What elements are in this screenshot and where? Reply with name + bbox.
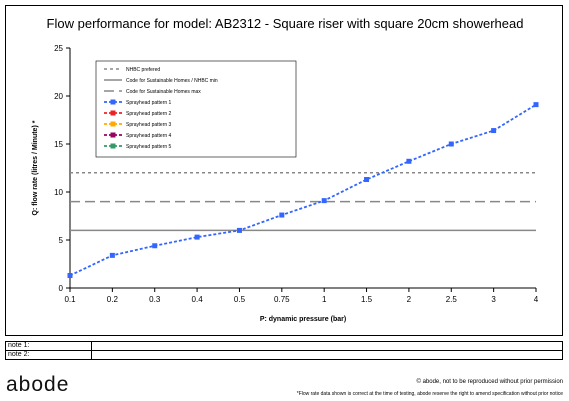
- copyright-text: © abode, not to be reproduced without pr…: [416, 379, 563, 385]
- series-line: [69, 103, 537, 277]
- data-point: [67, 273, 73, 279]
- legend-marker: [110, 99, 116, 105]
- data-point: [236, 227, 242, 233]
- chart-title: Flow performance for model: AB2312 - Squ…: [47, 16, 524, 31]
- data-point: [491, 128, 497, 134]
- note-value: [91, 350, 563, 360]
- data-point: [448, 141, 454, 147]
- y-tick-label: 5: [59, 236, 64, 245]
- legend-marker: [110, 132, 116, 138]
- note-label: note 2:: [5, 350, 92, 360]
- y-tick-label: 15: [54, 140, 63, 149]
- legend-marker: [110, 143, 116, 149]
- legend-marker: [110, 110, 116, 116]
- chart: Flow performance for model: AB2312 - Squ…: [32, 16, 539, 323]
- data-point: [194, 234, 200, 240]
- x-tick-label: 0.3: [149, 295, 161, 304]
- x-tick-label: 2.5: [446, 295, 458, 304]
- x-tick-label: 4: [534, 295, 539, 304]
- x-tick-label: 0.1: [64, 295, 76, 304]
- x-tick-label: 0.4: [192, 295, 204, 304]
- data-point: [406, 158, 412, 164]
- data-point: [279, 212, 285, 218]
- legend-label: Code for Sustainable Homes / NHBC min: [126, 78, 218, 84]
- data-point: [364, 177, 370, 183]
- abode-logo: abode: [6, 373, 70, 396]
- legend-label: NHBC prefered: [126, 67, 160, 73]
- data-point: [152, 243, 158, 249]
- x-tick-label: 1.5: [361, 295, 373, 304]
- data-point: [109, 252, 115, 258]
- legend-label: Sprayhead pattern 2: [126, 111, 172, 117]
- x-tick-label: 0.75: [274, 295, 290, 304]
- legend-label: Sprayhead pattern 5: [126, 144, 172, 150]
- y-tick-label: 25: [54, 44, 63, 53]
- data-point: [321, 198, 327, 204]
- x-tick-label: 1: [322, 295, 327, 304]
- x-tick-label: 0.5: [234, 295, 246, 304]
- chart-frame: Flow performance for model: AB2312 - Squ…: [5, 5, 563, 336]
- data-point: [533, 102, 539, 108]
- x-tick-label: 2: [407, 295, 412, 304]
- note-label: note 1:: [5, 341, 92, 351]
- x-tick-label: 3: [491, 295, 496, 304]
- note-row: note 1:: [5, 341, 563, 351]
- legend-marker: [110, 121, 116, 127]
- notes-table: note 1: note 2:: [5, 341, 563, 360]
- disclaimer-text: *Flow rate data shown is correct at the …: [296, 391, 563, 397]
- note-value: [91, 341, 563, 351]
- legend-label: Sprayhead pattern 3: [126, 122, 172, 128]
- y-tick-label: 0: [59, 284, 64, 293]
- legend-label: Sprayhead pattern 1: [126, 100, 172, 106]
- y-tick-label: 10: [54, 188, 63, 197]
- legend-label: Sprayhead pattern 4: [126, 133, 172, 139]
- y-axis-label: Q: flow rate (litres / Minute) *: [32, 120, 39, 215]
- legend-label: Code for Sustainable Homes max: [126, 89, 201, 95]
- x-tick-label: 0.2: [107, 295, 119, 304]
- note-row: note 2:: [5, 350, 563, 360]
- y-tick-label: 20: [54, 92, 63, 101]
- legend-box: [95, 60, 297, 158]
- x-axis-label: P: dynamic pressure (bar): [260, 316, 346, 323]
